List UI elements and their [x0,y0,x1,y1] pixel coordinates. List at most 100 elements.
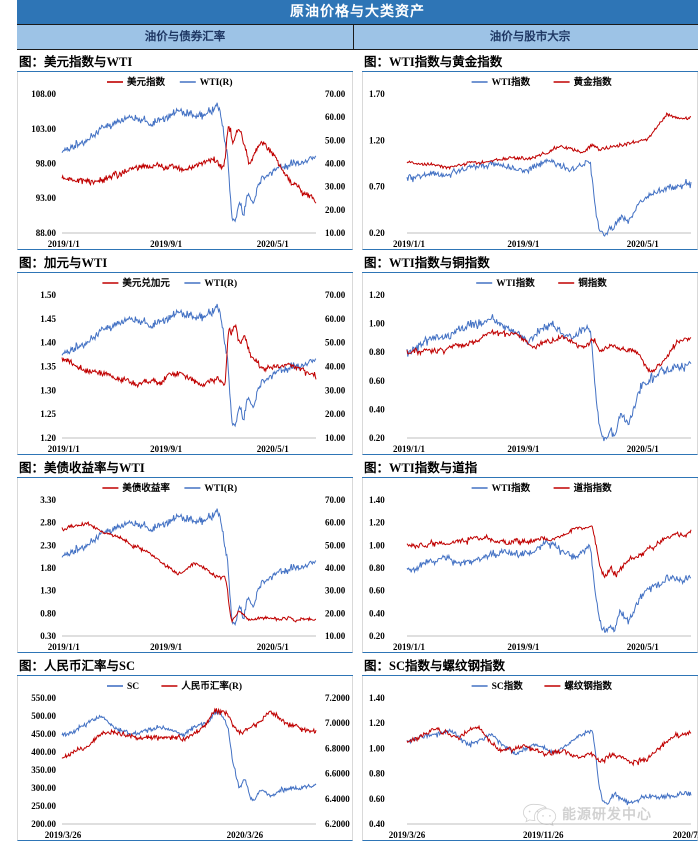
svg-text:0.20: 0.20 [369,433,385,443]
svg-text:WTI指数: WTI指数 [492,76,531,88]
svg-text:SC指数: SC指数 [492,680,524,692]
svg-text:88.00: 88.00 [36,228,57,238]
svg-text:2020/5/1: 2020/5/1 [257,444,290,454]
svg-text:2020/5/1: 2020/5/1 [257,642,290,652]
svg-text:2019/1/1: 2019/1/1 [393,642,426,652]
svg-text:WTI指数: WTI指数 [492,482,531,494]
svg-text:1.30: 1.30 [40,586,56,596]
svg-text:60.00: 60.00 [325,112,346,122]
svg-text:70.00: 70.00 [325,89,346,99]
svg-text:1.20: 1.20 [369,718,385,728]
svg-text:美元兑加元: 美元兑加元 [121,277,170,289]
svg-text:1.50: 1.50 [40,290,56,300]
svg-text:2020/5/1: 2020/5/1 [627,444,660,454]
svg-text:螺纹钢指数: 螺纹钢指数 [564,680,612,692]
svg-text:0.80: 0.80 [40,608,56,618]
svg-text:0.80: 0.80 [369,769,385,779]
svg-text:1.20: 1.20 [369,518,385,528]
svg-text:108.00: 108.00 [31,89,56,99]
svg-text:1.20: 1.20 [40,433,56,443]
svg-text:40.00: 40.00 [325,362,346,372]
svg-text:2019/9/1: 2019/9/1 [150,239,183,249]
svg-text:200.00: 200.00 [31,819,56,829]
svg-text:2019/3/26: 2019/3/26 [389,830,426,840]
svg-text:2019/9/1: 2019/9/1 [150,444,183,454]
svg-text:20.00: 20.00 [325,205,346,215]
svg-text:1.40: 1.40 [369,495,385,505]
svg-text:WTI(R): WTI(R) [200,77,233,88]
svg-text:SC: SC [127,682,139,692]
svg-text:1.00: 1.00 [369,743,385,753]
svg-text:40.00: 40.00 [325,159,346,169]
svg-text:1.25: 1.25 [40,409,56,419]
svg-text:2019/9/1: 2019/9/1 [150,642,183,652]
svg-text:50.00: 50.00 [325,540,346,550]
svg-text:30.00: 30.00 [325,586,346,596]
svg-text:450.00: 450.00 [31,729,56,739]
svg-text:0.40: 0.40 [369,404,385,414]
svg-text:2.30: 2.30 [40,540,56,550]
svg-text:6.4000: 6.4000 [325,794,350,804]
svg-text:1.35: 1.35 [40,362,56,372]
svg-text:人民币汇率(R): 人民币汇率(R) [181,680,242,692]
svg-text:1.45: 1.45 [40,314,56,324]
svg-text:93.00: 93.00 [36,193,57,203]
svg-text:30.00: 30.00 [325,385,346,395]
svg-text:300.00: 300.00 [31,783,56,793]
svg-text:美债收益率: 美债收益率 [121,482,170,494]
svg-text:0.40: 0.40 [369,819,385,829]
svg-text:50.00: 50.00 [325,135,346,145]
svg-text:0.60: 0.60 [369,376,385,386]
svg-text:黄金指数: 黄金指数 [574,76,613,88]
svg-text:1.20: 1.20 [369,290,385,300]
svg-text:2019/1/1: 2019/1/1 [48,444,81,454]
svg-text:2020/5/1: 2020/5/1 [627,239,660,249]
svg-text:550.00: 550.00 [31,693,56,703]
svg-text:3.30: 3.30 [40,495,56,505]
svg-text:0.70: 0.70 [369,182,385,192]
svg-text:6.8000: 6.8000 [325,743,350,753]
svg-text:WTI(R): WTI(R) [204,278,237,289]
svg-text:2019/1/1: 2019/1/1 [393,239,426,249]
svg-text:0.40: 0.40 [369,608,385,618]
svg-text:2019/3/26: 2019/3/26 [45,830,82,840]
svg-text:2019/1/1: 2019/1/1 [48,239,81,249]
svg-text:2020/5/1: 2020/5/1 [627,642,660,652]
svg-text:98.00: 98.00 [36,159,57,169]
svg-text:2019/1/1: 2019/1/1 [393,444,426,454]
svg-text:2019/1/1: 2019/1/1 [48,642,81,652]
svg-text:10.00: 10.00 [325,631,346,641]
svg-text:6.6000: 6.6000 [325,769,350,779]
svg-text:2020/3/26: 2020/3/26 [227,830,264,840]
svg-text:WTI指数: WTI指数 [496,277,535,289]
svg-text:250.00: 250.00 [31,801,56,811]
svg-text:20.00: 20.00 [325,608,346,618]
svg-text:0.60: 0.60 [369,794,385,804]
svg-text:2.80: 2.80 [40,518,56,528]
svg-text:40.00: 40.00 [325,563,346,573]
svg-text:6.2000: 6.2000 [325,819,350,829]
svg-text:7.0000: 7.0000 [325,718,350,728]
svg-text:10.00: 10.00 [325,228,346,238]
svg-text:30.00: 30.00 [325,182,346,192]
svg-text:400.00: 400.00 [31,747,56,757]
svg-text:0.60: 0.60 [369,586,385,596]
svg-text:1.00: 1.00 [369,319,385,329]
svg-text:103.00: 103.00 [31,124,56,134]
svg-text:美元指数: 美元指数 [126,76,166,88]
svg-text:WTI(R): WTI(R) [204,483,237,494]
svg-text:60.00: 60.00 [325,518,346,528]
svg-text:2019/9/1: 2019/9/1 [507,444,540,454]
svg-text:20.00: 20.00 [325,409,346,419]
svg-text:50.00: 50.00 [325,338,346,348]
svg-text:350.00: 350.00 [31,765,56,775]
svg-text:1.00: 1.00 [369,540,385,550]
svg-text:70.00: 70.00 [325,495,346,505]
svg-text:1.20: 1.20 [369,135,385,145]
svg-text:7.2000: 7.2000 [325,693,350,703]
svg-text:道指指数: 道指指数 [574,482,613,494]
svg-text:10.00: 10.00 [325,433,346,443]
svg-text:2020/5/1: 2020/5/1 [257,239,290,249]
svg-text:1.40: 1.40 [40,338,56,348]
svg-text:0.80: 0.80 [369,563,385,573]
